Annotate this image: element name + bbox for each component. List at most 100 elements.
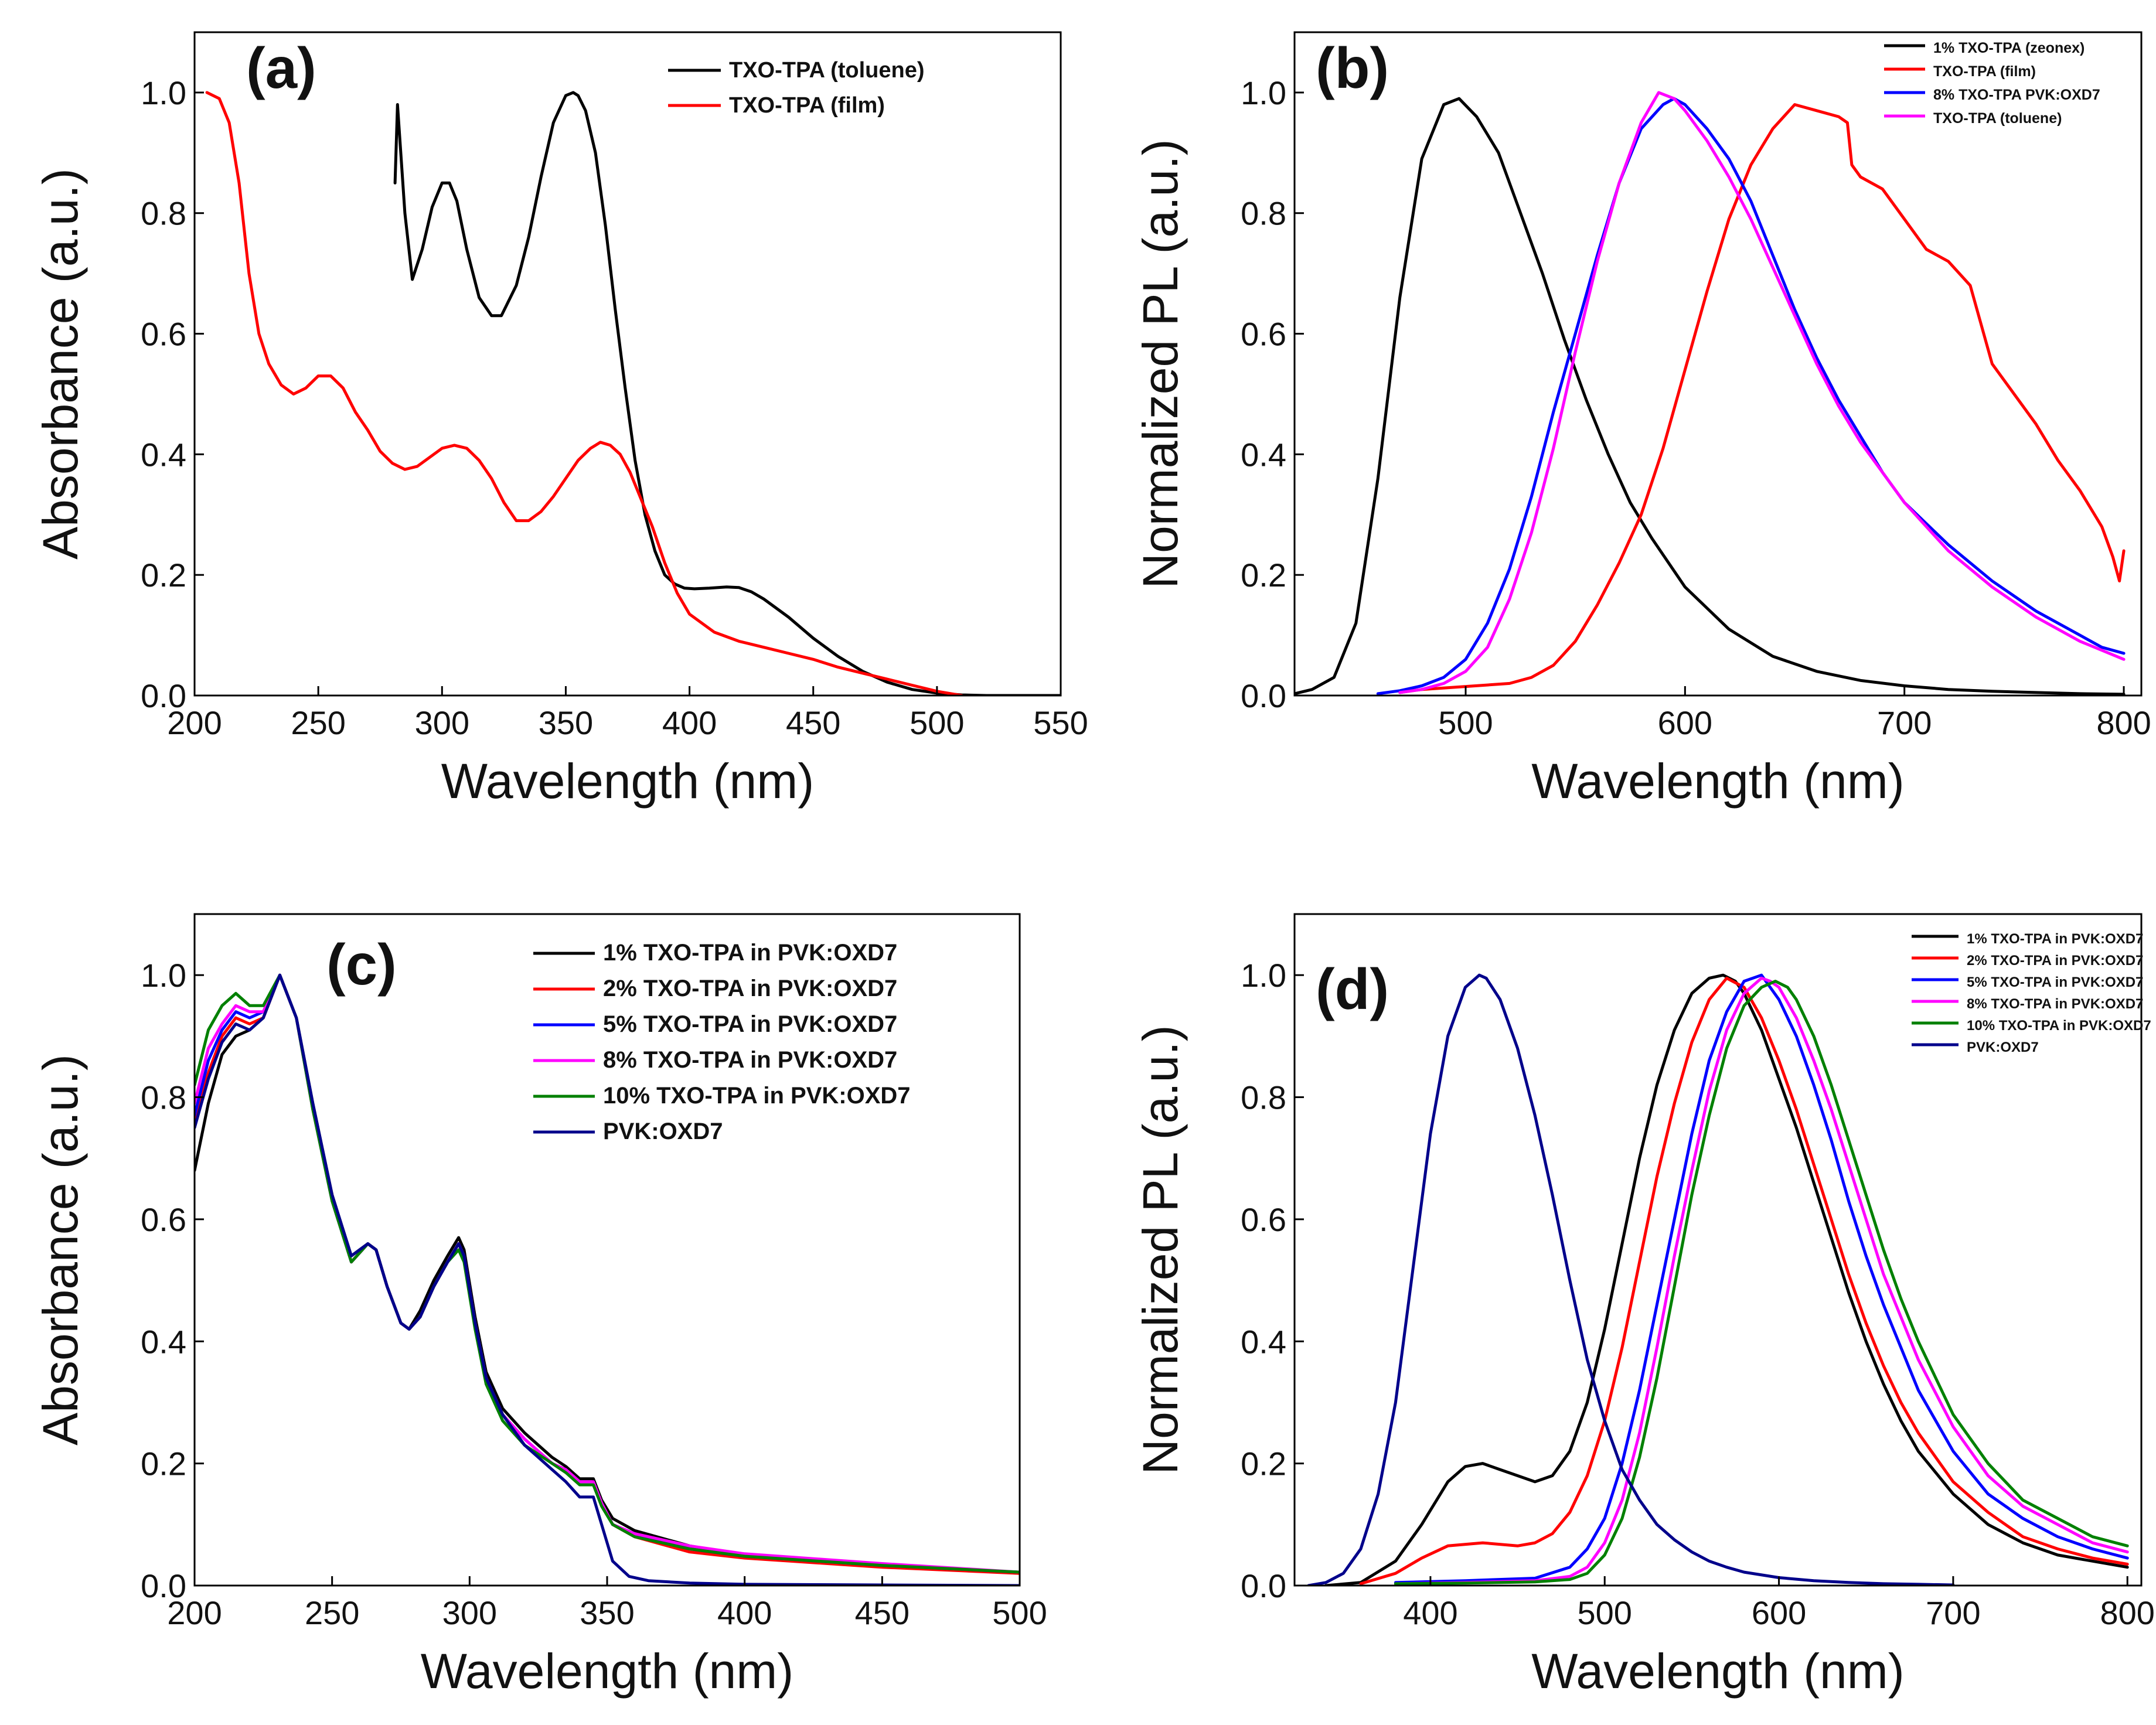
- y-tick-label-a: 0.6: [141, 316, 186, 353]
- y-tick-label-a: 0.8: [141, 195, 186, 232]
- x-tick-label-b: 500: [1438, 704, 1493, 741]
- legend-label-d-5: PVK:OXD7: [1967, 1039, 2039, 1055]
- panel-label-d: (d): [1316, 957, 1389, 1021]
- panel-b: 500 600 700 800 0.0 0.2 0.4 0.6 0.8 1.0 Wavelength…: [1133, 31, 2151, 809]
- y-tick-label-d: 0.0: [1241, 1567, 1286, 1604]
- y-tick-label-c: 1.0: [141, 957, 186, 994]
- legend-label-b-0: 1% TXO-TPA (zeonex): [1933, 40, 2085, 56]
- y-axis-title-d: Normalized PL (a.u.): [1133, 1025, 1188, 1474]
- series-line-c-5: [195, 973, 1020, 1586]
- x-tick-label-a: 350: [539, 704, 593, 741]
- legend-d: 1% TXO-TPA in PVK:OXD7 2% TXO-TPA in PVK:…: [1912, 931, 2151, 1055]
- series-line-b-1: [1398, 103, 2126, 694]
- legend-label-d-0: 1% TXO-TPA in PVK:OXD7: [1967, 931, 2143, 947]
- y-tick-label-c: 0.2: [141, 1446, 186, 1482]
- series-line-b-0: [1295, 97, 2126, 696]
- y-tick-label-d: 1.0: [1241, 957, 1286, 994]
- series-line-d-4: [1394, 980, 2129, 1586]
- x-tick-label-a: 250: [291, 704, 345, 741]
- x-tick-label-c: 200: [167, 1594, 222, 1631]
- panel-label-a: (a): [246, 36, 316, 100]
- y-tick-label-d: 0.4: [1241, 1323, 1286, 1360]
- y-tick-label-c: 0.6: [141, 1201, 186, 1238]
- legend-label-c-5: PVK:OXD7: [603, 1119, 723, 1144]
- legend-label-d-3: 8% TXO-TPA in PVK:OXD7: [1967, 996, 2143, 1012]
- legend-label-a-0: TXO-TPA (toluene): [729, 58, 925, 83]
- x-tick-label-a: 550: [1033, 704, 1088, 741]
- y-tick-label-b: 0.8: [1241, 195, 1286, 232]
- legend-label-b-1: TXO-TPA (film): [1933, 63, 2036, 80]
- legend-label-c-2: 5% TXO-TPA in PVK:OXD7: [603, 1011, 897, 1037]
- legend-c: 1% TXO-TPA in PVK:OXD7 2% TXO-TPA in PVK:…: [533, 940, 911, 1144]
- y-axis-title-a: Absorbance (a.u.): [33, 168, 88, 560]
- legend-label-c-1: 2% TXO-TPA in PVK:OXD7: [603, 976, 897, 1001]
- legend-a: TXO-TPA (toluene) TXO-TPA (film): [668, 58, 925, 118]
- legend-label-c-4: 10% TXO-TPA in PVK:OXD7: [603, 1083, 911, 1109]
- legend-label-d-2: 5% TXO-TPA in PVK:OXD7: [1967, 974, 2143, 990]
- x-tick-label-a: 300: [415, 704, 469, 741]
- x-axis-title-d: Wavelength (nm): [1531, 1644, 1904, 1699]
- x-tick-label-a: 500: [910, 704, 964, 741]
- panel-d: 400 500 600 700 800 0.0 0.2 0.4 0.6 0.8 1.0 Wavelen…: [1133, 913, 2155, 1699]
- y-axis-title-c: Absorbance (a.u.): [33, 1054, 88, 1446]
- x-tick-label-d: 800: [2100, 1594, 2154, 1631]
- y-axis-title-b: Normalized PL (a.u.): [1133, 139, 1188, 588]
- y-tick-label-b: 0.0: [1241, 677, 1286, 714]
- plot-frame-b: [1293, 31, 2143, 697]
- x-tick-label-d: 700: [1926, 1594, 1980, 1631]
- y-tick-label-b: 0.4: [1241, 436, 1286, 473]
- legend-b: 1% TXO-TPA (zeonex) TXO-TPA (film) 8% TXO-…: [1884, 40, 2100, 127]
- x-tick-label-c: 400: [717, 1594, 772, 1631]
- panel-a: 200 250 300 350 400 450 500 550 0.0 0.2 0.4 0.6 0.8 1…: [33, 31, 1088, 809]
- legend-label-b-3: TXO-TPA (toluene): [1933, 110, 2062, 127]
- series-line-b-3: [1398, 91, 2126, 694]
- x-axis-title-b: Wavelength (nm): [1531, 754, 1904, 809]
- x-tick-label-b: 800: [2096, 704, 2151, 741]
- y-tick-label-a: 0.4: [141, 436, 186, 473]
- y-tick-label-c: 0.0: [141, 1567, 186, 1604]
- x-tick-label-c: 250: [305, 1594, 359, 1631]
- series-line-d-5: [1307, 973, 1955, 1586]
- x-tick-label-c: 500: [992, 1594, 1047, 1631]
- x-tick-label-d: 500: [1578, 1594, 1632, 1631]
- panel-label-b: (b): [1316, 36, 1389, 100]
- y-tick-label-a: 0.0: [141, 677, 186, 714]
- x-tick-label-d: 600: [1752, 1594, 1806, 1631]
- x-tick-label-c: 450: [855, 1594, 910, 1631]
- x-tick-label-c: 350: [580, 1594, 634, 1631]
- x-tick-label-a: 200: [167, 704, 222, 741]
- y-tick-label-b: 1.0: [1241, 74, 1286, 111]
- y-tick-label-a: 1.0: [141, 74, 186, 111]
- y-tick-label-a: 0.2: [141, 557, 186, 594]
- x-tick-label-c: 300: [442, 1594, 497, 1631]
- y-tick-label-d: 0.6: [1241, 1201, 1286, 1238]
- y-tick-label-d: 0.8: [1241, 1079, 1286, 1116]
- series-line-d-3: [1394, 976, 2129, 1586]
- series-line-d-2: [1394, 973, 2129, 1584]
- series-line-a-0: [393, 91, 1061, 696]
- panel-c: 200 250 300 350 400 450 500 0.0 0.2 0.4 0.6 0.8 1.0 W…: [33, 913, 1047, 1699]
- x-axis-title-a: Wavelength (nm): [441, 754, 814, 809]
- y-tick-label-d: 0.2: [1241, 1446, 1286, 1482]
- plot-frame-d: [1293, 913, 2143, 1587]
- legend-label-a-1: TXO-TPA (film): [729, 93, 885, 118]
- legend-label-c-3: 8% TXO-TPA in PVK:OXD7: [603, 1047, 897, 1073]
- series-line-a-1: [205, 91, 963, 696]
- x-tick-label-b: 700: [1877, 704, 1932, 741]
- series-line-b-2: [1376, 97, 2126, 696]
- legend-label-c-0: 1% TXO-TPA in PVK:OXD7: [603, 940, 897, 966]
- y-tick-label-c: 0.4: [141, 1323, 186, 1360]
- plot-frame-a: [193, 31, 1062, 697]
- y-tick-label-c: 0.8: [141, 1079, 186, 1116]
- legend-label-b-2: 8% TXO-TPA PVK:OXD7: [1933, 87, 2100, 103]
- x-axis-title-c: Wavelength (nm): [421, 1644, 793, 1699]
- legend-label-d-4: 10% TXO-TPA in PVK:OXD7: [1967, 1018, 2151, 1034]
- x-tick-label-d: 400: [1403, 1594, 1457, 1631]
- series-line-d-1: [1359, 976, 2129, 1586]
- series-line-d-0: [1324, 973, 2129, 1586]
- x-tick-label-b: 600: [1658, 704, 1712, 741]
- x-tick-label-a: 450: [786, 704, 840, 741]
- y-tick-label-b: 0.6: [1241, 316, 1286, 353]
- x-tick-label-a: 400: [662, 704, 717, 741]
